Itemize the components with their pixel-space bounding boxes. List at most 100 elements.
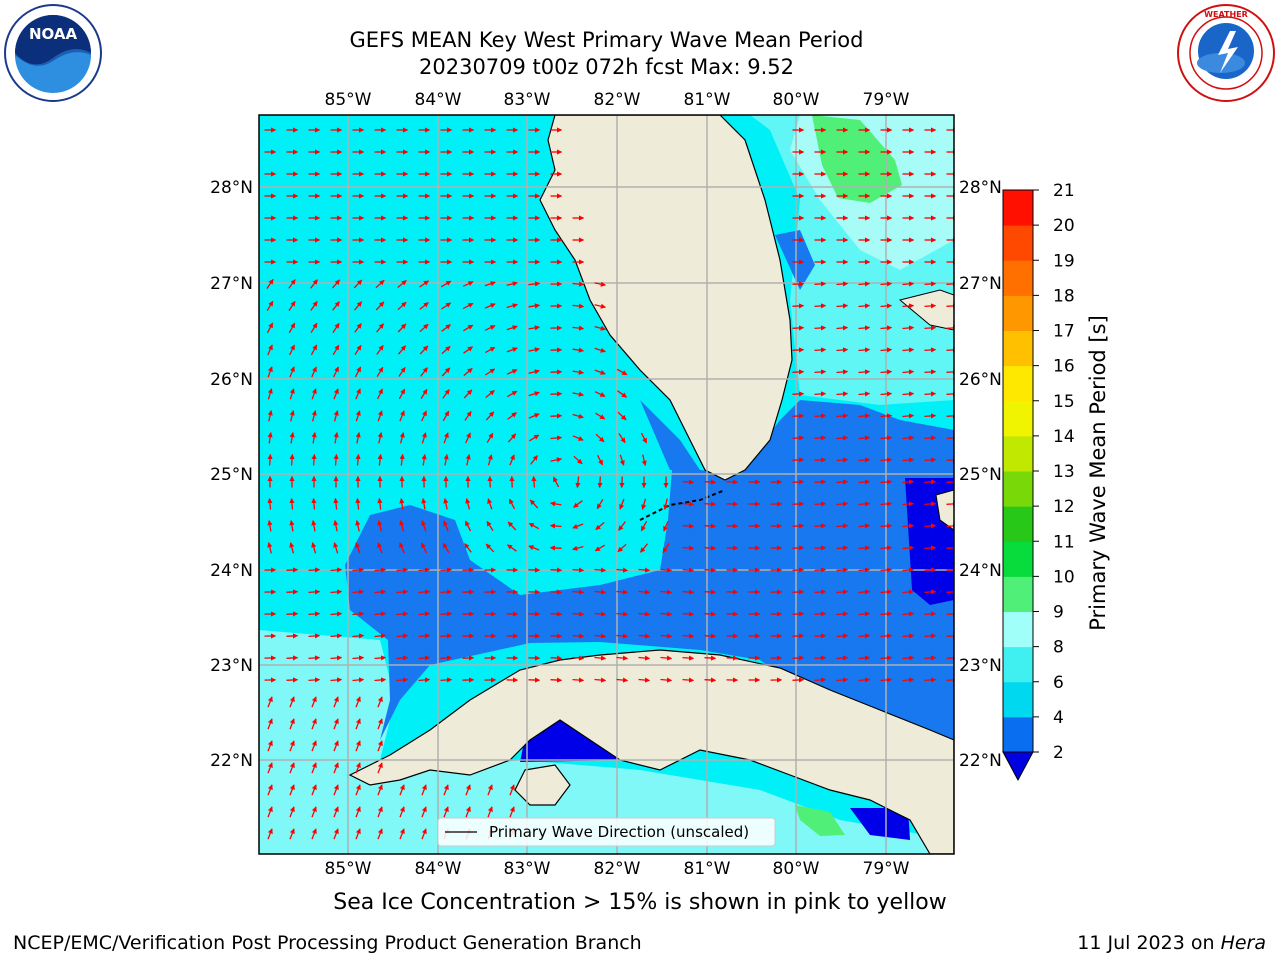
wave-arrow — [399, 453, 405, 466]
wave-arrow — [858, 567, 871, 573]
wave-arrow — [594, 281, 607, 287]
wave-arrow — [573, 500, 583, 508]
wave-arrow — [616, 567, 629, 573]
wave-arrow — [836, 347, 849, 353]
wave-arrow — [311, 519, 317, 532]
wave-arrow — [704, 501, 717, 507]
wave-arrow — [529, 499, 539, 509]
wave-arrow — [660, 589, 673, 595]
wave-arrow — [858, 435, 871, 441]
wave-arrow — [267, 388, 273, 400]
wave-arrow — [836, 611, 849, 617]
wave-arrow — [682, 479, 695, 485]
wave-arrow — [594, 677, 607, 683]
wave-arrow — [858, 545, 871, 551]
wave-arrow — [814, 523, 827, 529]
wave-arrow — [550, 567, 563, 573]
wave-arrow — [638, 611, 651, 617]
wave-arrow — [617, 411, 627, 421]
wave-arrow — [308, 655, 321, 661]
wave-arrow — [443, 784, 449, 796]
wave-arrow — [902, 523, 915, 529]
wave-arrow — [310, 279, 318, 289]
wave-arrow — [572, 523, 584, 529]
wave-arrow — [355, 542, 361, 554]
wave-arrow — [484, 346, 496, 354]
wave-arrow — [267, 344, 273, 356]
wave-arrow — [267, 784, 273, 796]
wave-arrow — [528, 391, 540, 397]
wave-arrow — [880, 611, 893, 617]
wave-arrow — [374, 567, 387, 573]
wave-arrow — [331, 279, 341, 289]
wave-arrow — [441, 324, 451, 332]
wave-arrow — [792, 369, 805, 375]
wave-arrow — [484, 281, 496, 287]
wave-arrow — [421, 410, 427, 422]
wave-arrow — [858, 391, 871, 397]
wave-arrow — [374, 633, 387, 639]
wave-arrow — [355, 718, 361, 730]
wave-arrow — [946, 523, 954, 529]
wave-arrow — [682, 523, 695, 529]
wave-arrow — [528, 545, 540, 551]
wave-arrow — [528, 522, 540, 530]
lat-label-right: 28°N — [959, 178, 1002, 198]
colorbar-tick-label: 12 — [1053, 497, 1075, 517]
wave-arrow — [704, 479, 717, 485]
wave-arrow — [310, 300, 318, 311]
wave-arrow — [638, 655, 651, 661]
wave-arrow — [421, 784, 427, 796]
wave-arrow — [880, 325, 893, 331]
colorbar-tick-label: 2 — [1053, 743, 1064, 763]
lat-label-right: 24°N — [959, 561, 1002, 581]
wave-arrow — [704, 655, 717, 661]
wave-arrow — [924, 479, 937, 485]
colorbar-tick-label: 11 — [1053, 532, 1075, 552]
lat-label-left: 27°N — [210, 274, 253, 294]
wave-arrow — [594, 589, 607, 595]
wave-arrow — [880, 523, 893, 529]
wave-arrow — [377, 497, 383, 510]
wave-arrow — [421, 520, 427, 532]
wave-arrow — [549, 545, 562, 551]
colorbar-band — [1003, 400, 1033, 437]
wave-arrow — [506, 303, 518, 309]
wave-arrow — [946, 589, 954, 595]
wave-arrow — [641, 454, 647, 467]
wave-arrow — [442, 410, 450, 422]
wave-arrow — [289, 542, 295, 554]
wave-arrow — [506, 347, 518, 353]
wave-arrow — [682, 677, 695, 683]
wave-arrow — [311, 828, 317, 840]
wave-arrow — [902, 545, 915, 551]
wave-arrow — [902, 281, 915, 287]
footer-host: Hera — [1220, 932, 1266, 954]
wave-arrow — [596, 454, 604, 466]
wave-arrow — [814, 479, 827, 485]
colorbar-band — [1003, 541, 1033, 577]
wave-arrow — [462, 302, 474, 310]
wave-arrow — [924, 633, 937, 639]
wave-arrow — [530, 455, 538, 465]
wave-arrow — [946, 325, 954, 331]
wave-arrow — [333, 696, 339, 708]
wave-arrow — [333, 542, 339, 554]
wave-arrow — [443, 432, 449, 444]
sea-ice-caption: Sea Ice Concentration > 15% is shown in … — [333, 890, 947, 915]
wave-arrow — [443, 520, 449, 532]
wave-arrow — [353, 301, 363, 311]
wave-arrow — [572, 611, 585, 617]
wave-arrow — [333, 740, 339, 752]
wave-arrow — [289, 828, 295, 840]
bahamas-andros — [935, 489, 954, 531]
wave-arrow — [946, 369, 954, 375]
graticule — [259, 115, 954, 854]
lon-label-bottom: 82°W — [594, 859, 641, 879]
wave-arrow — [616, 611, 629, 617]
wave-arrow — [289, 696, 295, 708]
wave-arrow — [308, 677, 321, 683]
colorbar-band — [1003, 471, 1033, 507]
wave-arrow — [924, 457, 937, 463]
